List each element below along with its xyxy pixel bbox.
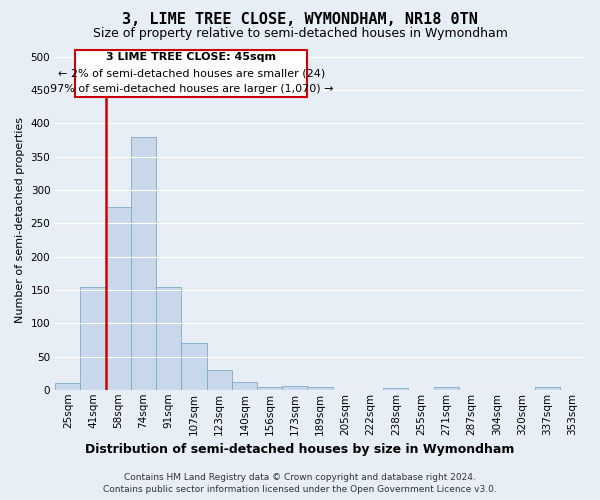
Bar (535, 387, 560, 390)
Text: Contains public sector information licensed under the Open Government Licence v3: Contains public sector information licen… (103, 485, 497, 494)
Bar (206, 370, 232, 390)
Text: Size of property relative to semi-detached houses in Wymondham: Size of property relative to semi-detach… (92, 28, 508, 40)
Text: ← 2% of semi-detached houses are smaller (24): ← 2% of semi-detached houses are smaller… (58, 68, 325, 78)
Bar (106, 206, 131, 390)
Bar (434, 388, 459, 390)
Bar (181, 344, 206, 390)
Text: Distribution of semi-detached houses by size in Wymondham: Distribution of semi-detached houses by … (85, 442, 515, 456)
Bar (282, 386, 307, 390)
Text: Contains HM Land Registry data © Crown copyright and database right 2024.: Contains HM Land Registry data © Crown c… (124, 472, 476, 482)
FancyBboxPatch shape (76, 50, 307, 96)
Bar (257, 388, 282, 390)
Text: 97% of semi-detached houses are larger (1,070) →: 97% of semi-detached houses are larger (… (50, 84, 333, 94)
Bar (383, 388, 409, 390)
Y-axis label: Number of semi-detached properties: Number of semi-detached properties (15, 117, 25, 323)
Bar (156, 286, 181, 390)
Bar (55, 384, 80, 390)
Text: 3, LIME TREE CLOSE, WYMONDHAM, NR18 0TN: 3, LIME TREE CLOSE, WYMONDHAM, NR18 0TN (122, 12, 478, 28)
Bar (307, 388, 332, 390)
Bar (80, 286, 106, 390)
Text: 3 LIME TREE CLOSE: 45sqm: 3 LIME TREE CLOSE: 45sqm (106, 52, 277, 62)
Bar (131, 136, 156, 390)
Bar (232, 382, 257, 390)
